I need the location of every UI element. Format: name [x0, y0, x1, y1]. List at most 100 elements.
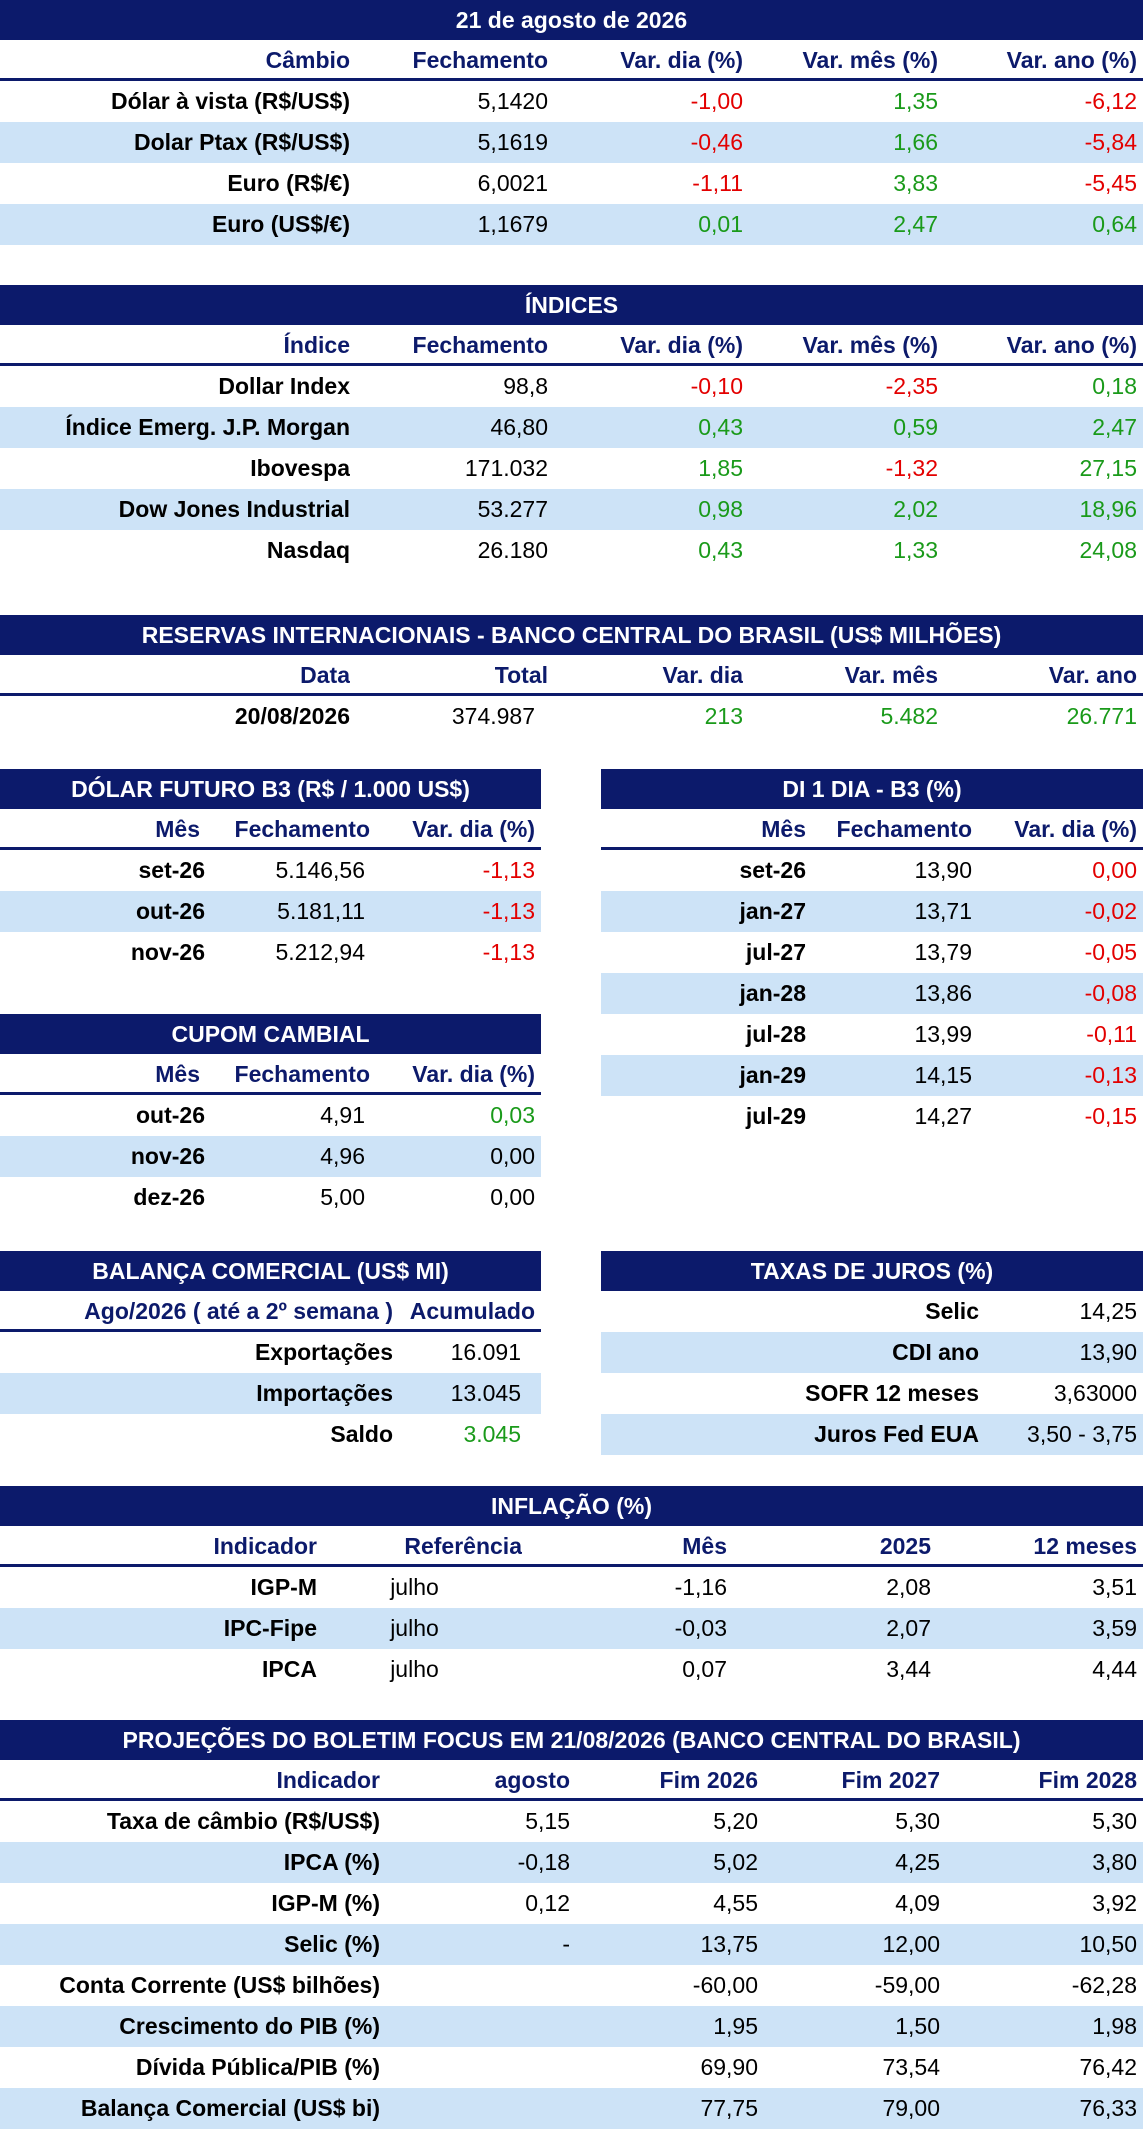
end-2026: 69,90 [700, 2054, 758, 2080]
row-value: 16.091 [450, 1339, 521, 1365]
row-value: 3.045 [463, 1421, 521, 1447]
row-label: Dow Jones Industrial [118, 496, 350, 522]
table-row: IGP-M (%) 0,12 4,55 4,09 3,92 [0, 1883, 1143, 1924]
day-change: -0,11 [1086, 1021, 1137, 1047]
table-row: Dow Jones Industrial 53.277 0,98 2,02 18… [0, 489, 1143, 530]
year-change: 0,64 [1092, 211, 1137, 237]
close-value: 14,27 [914, 1103, 972, 1129]
indices-title: ÍNDICES [0, 285, 1143, 325]
day-change: -1,11 [692, 170, 743, 196]
year-change: 0,18 [1092, 373, 1137, 399]
year-change: 26.771 [1066, 703, 1137, 729]
row-label: Nasdaq [266, 537, 350, 563]
col-header: 2025 [879, 1533, 931, 1559]
close-value: 5.212,94 [275, 939, 365, 965]
table-row: out-26 5.181,11 -1,13 [0, 891, 541, 932]
close-value: 13,99 [914, 1021, 972, 1047]
inflacao-table: INFLAÇÃO (%) Indicador Referência Mês 20… [0, 1486, 1143, 1690]
juros-title: TAXAS DE JUROS (%) [601, 1251, 1143, 1291]
table-row: Balança Comercial (US$ bi) 77,75 79,00 7… [0, 2088, 1143, 2129]
end-2026: 1,95 [713, 2013, 758, 2039]
year-2025: 3,44 [886, 1656, 931, 1682]
day-change: 0,01 [698, 211, 743, 237]
august-value: - [562, 1931, 570, 1957]
close-value: 5.146,56 [275, 857, 365, 883]
reservas-header-row: Data Total Var. dia Var. mês Var. ano [0, 655, 1143, 696]
month-value: -0,03 [674, 1615, 727, 1641]
row-label: IPCA (%) [283, 1849, 380, 1875]
balanca-title: BALANÇA COMERCIAL (US$ MI) [0, 1251, 541, 1291]
day-change: -1,00 [690, 88, 743, 114]
table-row: Selic (%) - 13,75 12,00 10,50 [0, 1924, 1143, 1965]
row-label: Selic [925, 1298, 979, 1324]
focus-table: PROJEÇÕES DO BOLETIM FOCUS EM 21/08/2026… [0, 1720, 1143, 2129]
day-change: 213 [704, 703, 743, 729]
table-row: nov-26 5.212,94 -1,13 [0, 932, 541, 973]
end-2027: 4,25 [895, 1849, 940, 1875]
end-2027: 4,09 [895, 1890, 940, 1916]
table-row: Euro (R$/€) 6,0021 -1,11 3,83 -5,45 [0, 163, 1143, 204]
month-change: 2,02 [893, 496, 938, 522]
col-header: Indicador [213, 1533, 317, 1559]
close-value: 5,1619 [477, 129, 548, 155]
row-month: nov-26 [130, 1143, 205, 1169]
row-label: Conta Corrente (US$ bilhões) [59, 1972, 380, 1998]
col-header: Total [494, 662, 548, 688]
indices-table: ÍNDICES Índice Fechamento Var. dia (%) V… [0, 285, 1143, 571]
col-header: Índice [283, 332, 350, 358]
close-value: 13,86 [914, 980, 972, 1006]
row-month: jul-27 [745, 939, 806, 965]
row-label: IPCA [262, 1656, 317, 1682]
day-change: 0,43 [698, 414, 743, 440]
table-row: Exportações 16.091 [0, 1332, 541, 1373]
row-label: Crescimento do PIB (%) [119, 2013, 380, 2039]
table-row: CDI ano 13,90 [601, 1332, 1143, 1373]
month-change: 0,59 [893, 414, 938, 440]
row-month: jul-28 [745, 1021, 806, 1047]
cupom-title: CUPOM CAMBIAL [0, 1014, 541, 1054]
month-change: -2,35 [885, 373, 938, 399]
month-value: -1,16 [674, 1574, 727, 1600]
table-row: 20/08/2026 374.987 213 5.482 26.771 [0, 696, 1143, 737]
end-2028: 76,42 [1079, 2054, 1137, 2080]
close-value: 13,79 [914, 939, 972, 965]
table-row: dez-26 5,00 0,00 [0, 1177, 541, 1218]
col-header: Var. dia (%) [412, 816, 535, 842]
table-row: out-26 4,91 0,03 [0, 1095, 541, 1136]
day-change: 0,00 [490, 1184, 535, 1210]
august-value: 5,15 [525, 1808, 570, 1834]
row-label: Euro (US$/€) [211, 211, 350, 237]
table-row: Dívida Pública/PIB (%) 69,90 73,54 76,42 [0, 2047, 1143, 2088]
end-2027: 5,30 [895, 1808, 940, 1834]
row-month: set-26 [739, 857, 806, 883]
row-label: Índice Emerg. J.P. Morgan [65, 414, 350, 440]
close-value: 6,0021 [477, 170, 548, 196]
month-change: 1,66 [893, 129, 938, 155]
col-header: Fim 2026 [659, 1767, 758, 1793]
table-row: Saldo 3.045 [0, 1414, 541, 1455]
col-header: Indicador [276, 1767, 380, 1793]
table-row: IPC-Fipe julho -0,03 2,07 3,59 [0, 1608, 1143, 1649]
di-table: DI 1 DIA - B3 (%) Mês Fechamento Var. di… [601, 769, 1143, 1137]
day-change: -0,15 [1084, 1103, 1137, 1129]
col-header: Câmbio [265, 47, 350, 73]
di-title: DI 1 DIA - B3 (%) [601, 769, 1143, 809]
table-row: Euro (US$/€) 1,1679 0,01 2,47 0,64 [0, 204, 1143, 245]
focus-header-row: Indicador agosto Fim 2026 Fim 2027 Fim 2… [0, 1760, 1143, 1801]
row-label: IGP-M (%) [271, 1890, 380, 1916]
row-month: jul-29 [745, 1103, 806, 1129]
table-row: set-26 5.146,56 -1,13 [0, 850, 541, 891]
col-header: Var. mês [844, 662, 938, 688]
day-change: 0,03 [490, 1102, 535, 1128]
end-2028: -62,28 [1071, 1972, 1137, 1998]
year-2025: 2,07 [886, 1615, 931, 1641]
row-month: out-26 [136, 1102, 205, 1128]
reservas-table: RESERVAS INTERNACIONAIS - BANCO CENTRAL … [0, 615, 1143, 737]
august-value: -0,18 [517, 1849, 570, 1875]
col-header: agosto [494, 1767, 570, 1793]
year-change: 27,15 [1079, 455, 1137, 481]
col-header: Var. dia (%) [1014, 816, 1137, 842]
row-value: 13.045 [450, 1380, 521, 1406]
close-value: 1,1679 [477, 211, 548, 237]
row-label: Dívida Pública/PIB (%) [135, 2054, 380, 2080]
